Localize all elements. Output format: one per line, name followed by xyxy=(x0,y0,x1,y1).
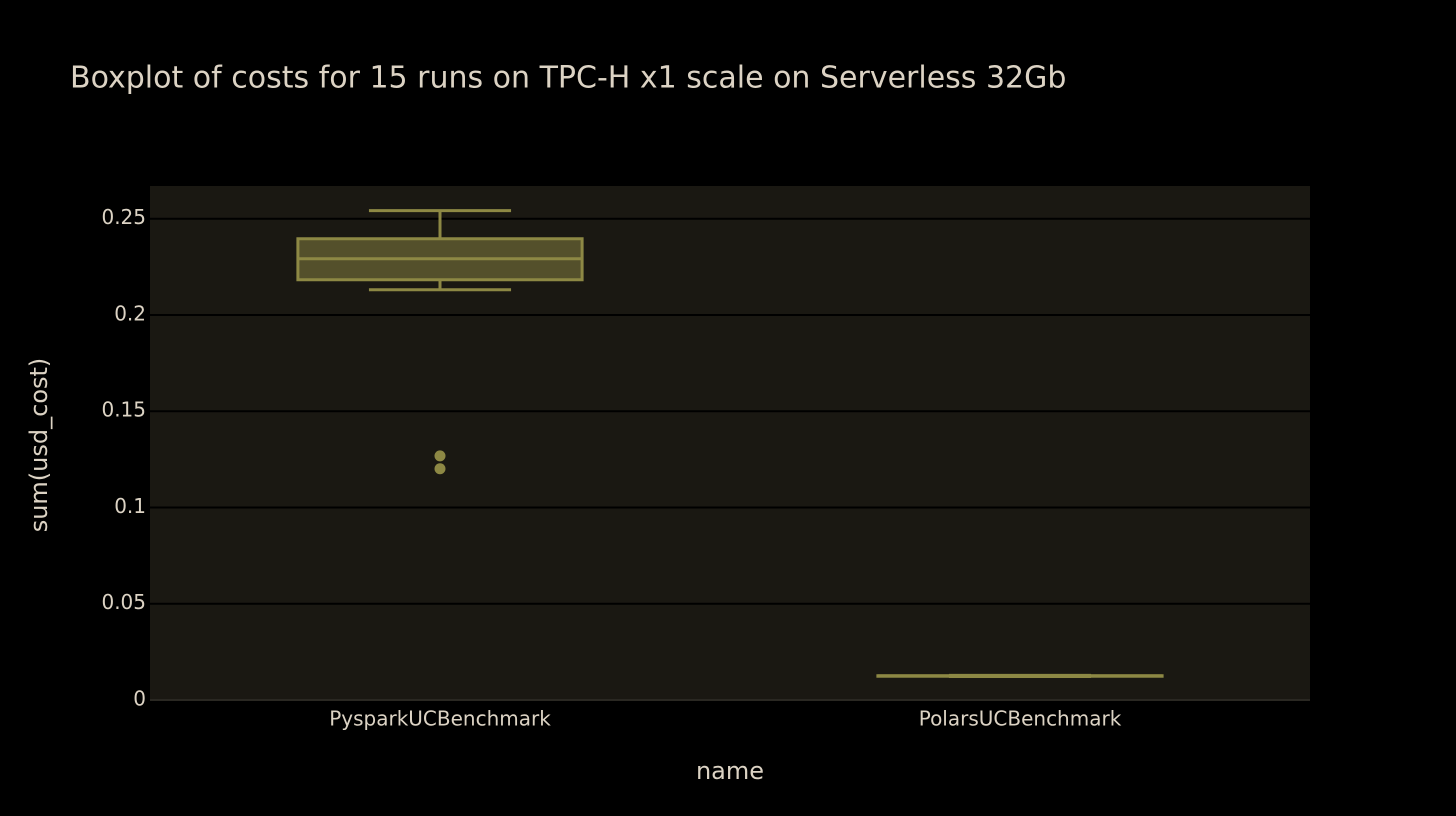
y-tick-label: 0 xyxy=(133,687,146,711)
y-tick-label: 0.05 xyxy=(101,590,146,614)
y-tick-label: 0.25 xyxy=(101,205,146,229)
x-axis-title: name xyxy=(696,757,764,785)
x-tick-label: PolarsUCBenchmark xyxy=(919,707,1122,731)
chart-title: Boxplot of costs for 15 runs on TPC-H x1… xyxy=(70,61,1066,96)
y-axis-title: sum(usd_cost) xyxy=(25,358,53,533)
outlier xyxy=(434,450,446,462)
outlier xyxy=(434,463,446,475)
x-tick-label: PysparkUCBenchmark xyxy=(329,707,551,731)
y-tick-label: 0.15 xyxy=(101,398,146,422)
y-tick-label: 0.2 xyxy=(114,301,146,325)
y-tick-label: 0.1 xyxy=(114,494,146,518)
